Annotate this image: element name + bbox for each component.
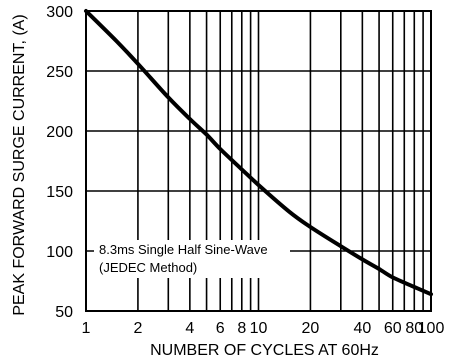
x-tick-label: 10 [250, 320, 268, 337]
x-tick-label: 40 [353, 320, 371, 337]
annotation-line-1: 8.3ms Single Half Sine-Wave [99, 242, 268, 257]
x-tick-label: 2 [133, 320, 142, 337]
y-tick-label: 250 [46, 64, 73, 81]
y-tick-label: 150 [46, 184, 73, 201]
x-tick-label: 20 [302, 320, 320, 337]
x-tick-label: 1 [82, 320, 91, 337]
y-tick-labels: 50 100 150 200 250 300 [46, 4, 73, 321]
surge-curve [84, 9, 433, 297]
x-tick-label: 100 [418, 320, 445, 337]
annotation-line-2: (JEDEC Method) [99, 260, 197, 275]
x-tick-label: 6 [216, 320, 225, 337]
x-tick-label: 8 [237, 320, 246, 337]
annotation-background [94, 240, 290, 278]
plot-frame [85, 10, 432, 312]
x-axis-title: NUMBER OF CYCLES AT 60Hz [150, 342, 379, 359]
annotation-box: 8.3ms Single Half Sine-Wave (JEDEC Metho… [94, 240, 290, 278]
y-tick-label: 200 [46, 124, 73, 141]
y-tick-label: 100 [46, 244, 73, 261]
x-tick-label: 4 [185, 320, 194, 337]
y-tick-label: 50 [55, 304, 73, 321]
x-tick-label: 60 [384, 320, 402, 337]
y-axis-title: PEAK FORWARD SURGE CURRENT, (A) [11, 14, 28, 315]
y-tick-label: 300 [46, 4, 73, 21]
x-tick-label: 80 [405, 320, 423, 337]
